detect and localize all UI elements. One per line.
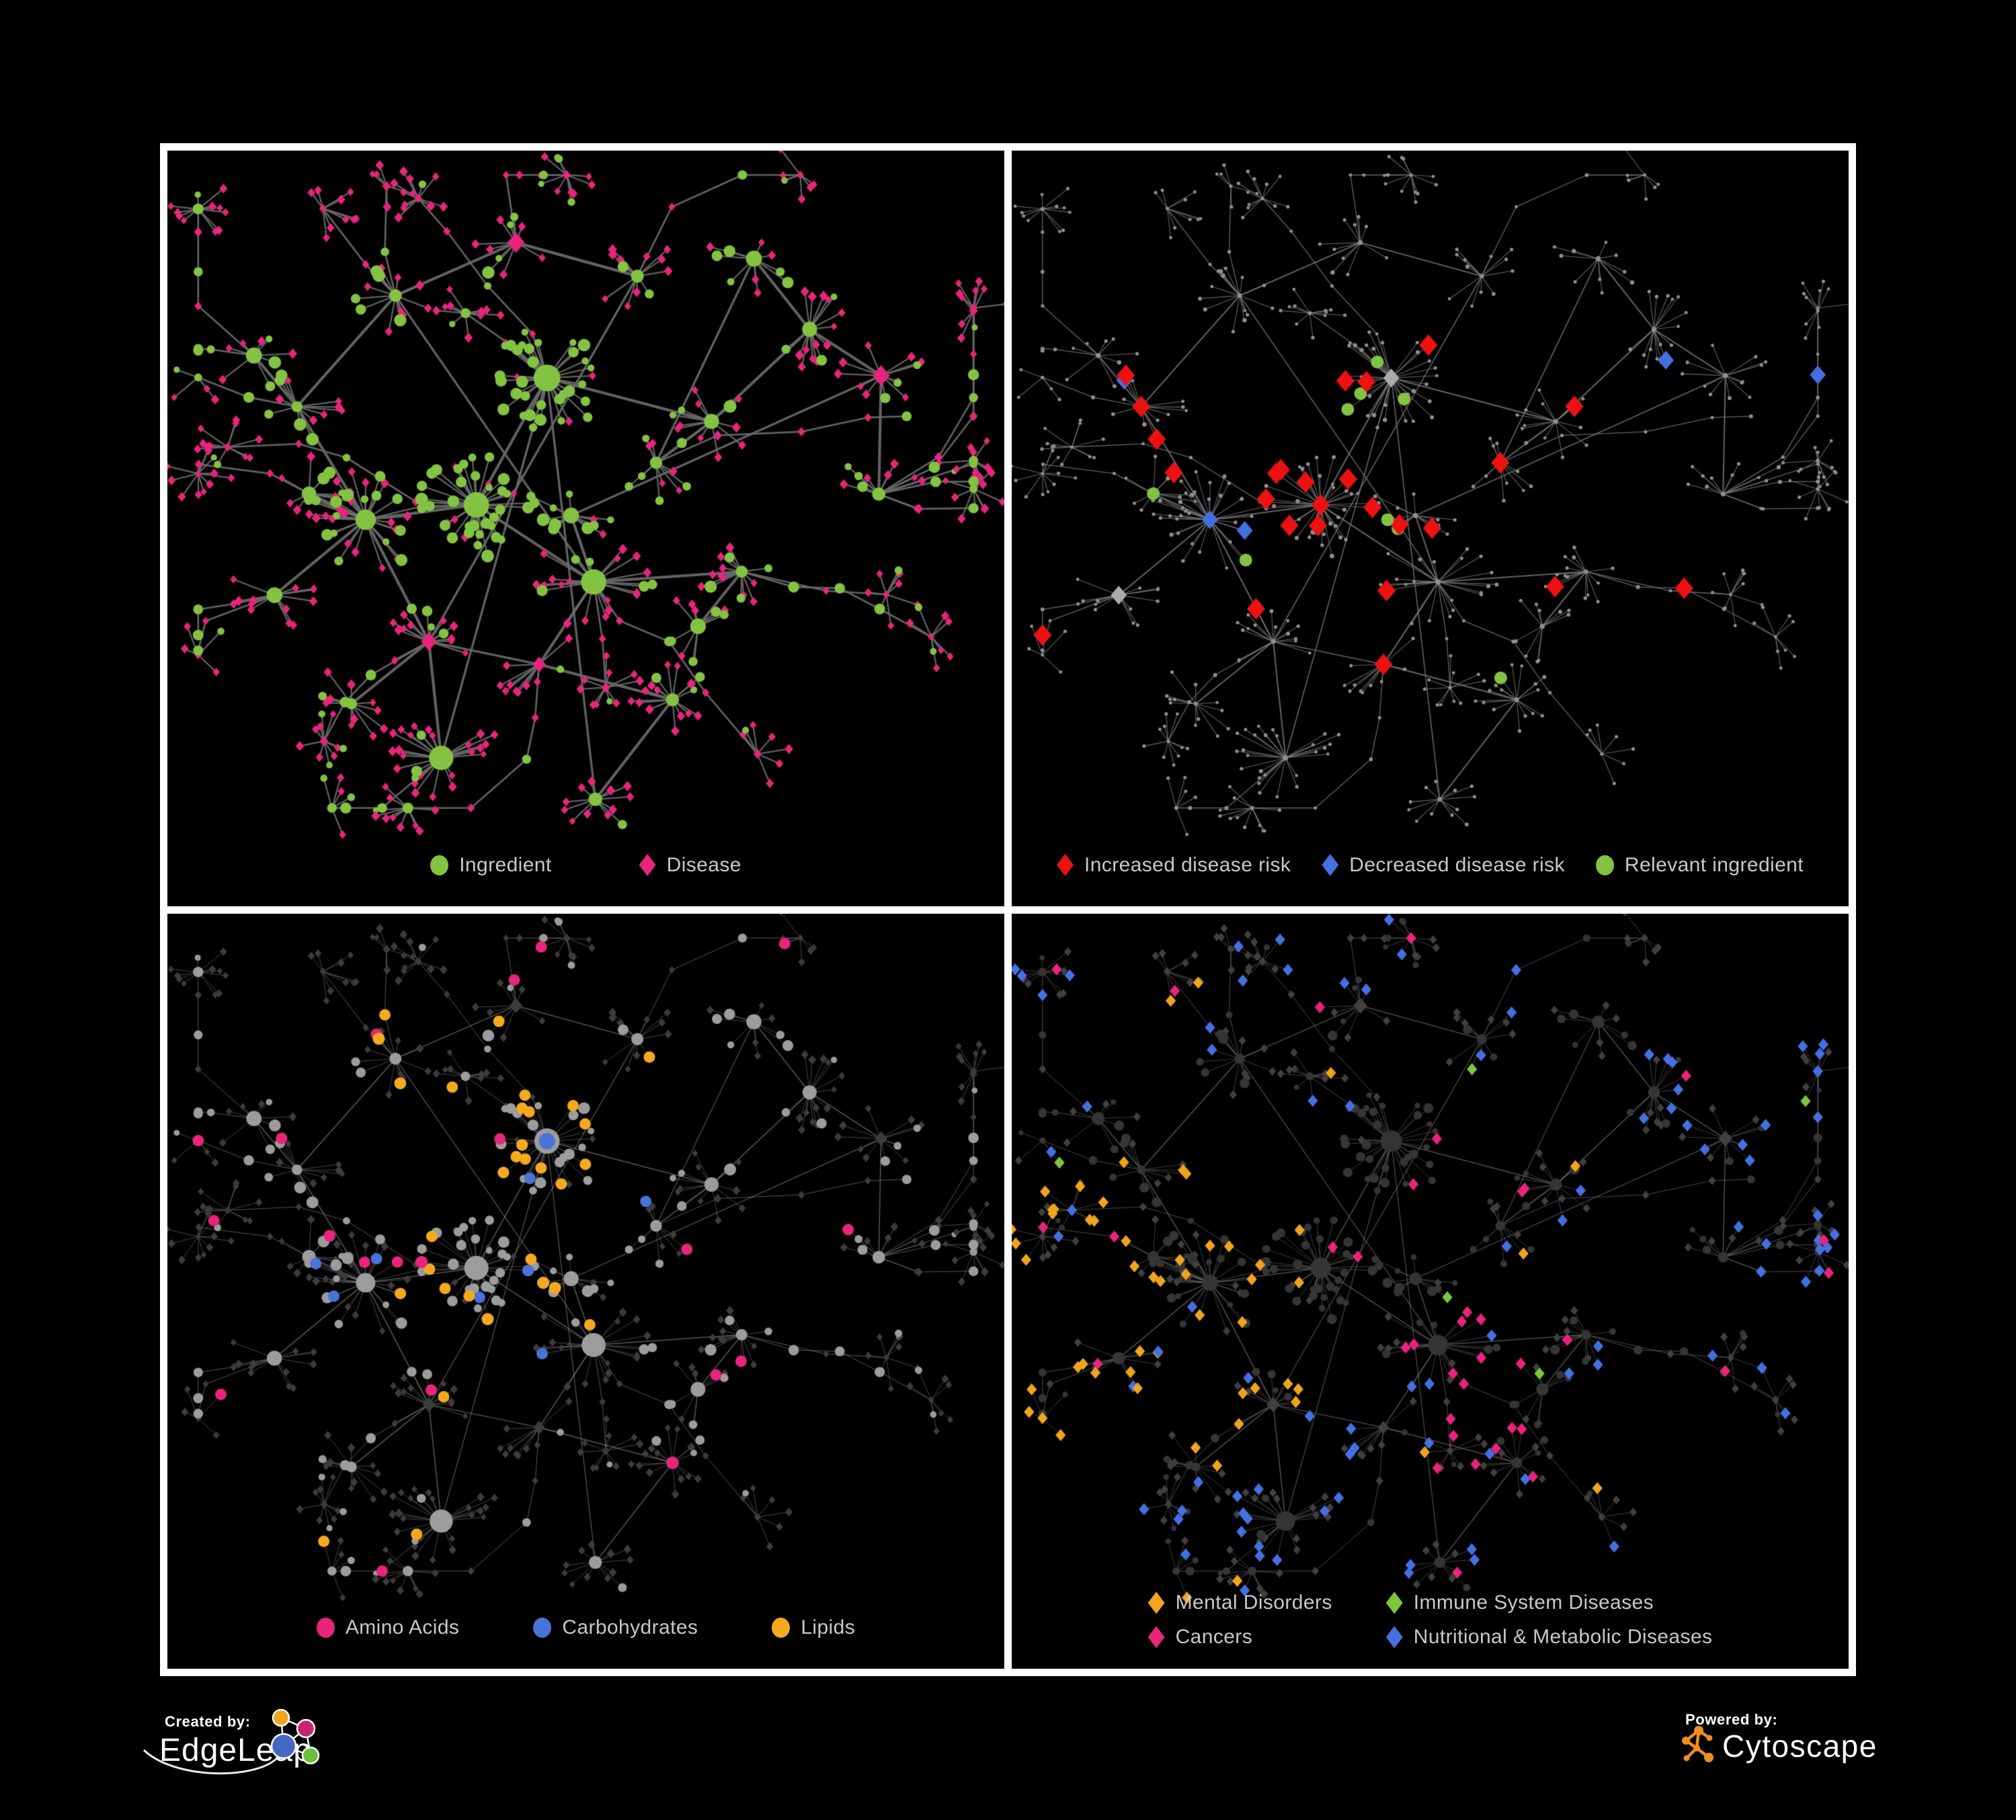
network-graph-ingredient-disease	[167, 151, 1004, 906]
mental-disorders-swatch-icon	[1147, 1591, 1165, 1614]
legend-label: Relevant ingredient	[1624, 853, 1804, 876]
ingredient-swatch-icon	[430, 855, 449, 875]
legend-item: Relevant ingredient	[1595, 853, 1804, 877]
relevant-ingredient-swatch-icon	[1595, 855, 1614, 875]
cytoscape-logo-icon	[1682, 1726, 1713, 1762]
cancers-swatch-icon	[1147, 1626, 1165, 1649]
amino-acids-swatch-icon	[316, 1618, 335, 1638]
legend-item: Ingredient	[430, 854, 551, 877]
legend-label: Decreased disease risk	[1349, 853, 1565, 876]
panel-nutrient-classes: Amino Acids Carbohydrates Lipids	[167, 913, 1004, 1669]
lipids-swatch-icon	[772, 1618, 791, 1638]
legend-label: Cancers	[1175, 1626, 1253, 1648]
legend-item: Carbohydrates	[533, 1616, 698, 1639]
figure-grid: Ingredient Disease Increased disease ris…	[160, 143, 1856, 1676]
legend-item: Amino Acids	[316, 1616, 460, 1639]
legend-item: Mental Disorders	[1147, 1591, 1332, 1614]
legend-disease-risk: Increased disease risk Decreased disease…	[1012, 854, 1849, 877]
increased-risk-swatch-icon	[1057, 854, 1074, 876]
panel-disease-classes: Mental Disorders Immune System Diseases …	[1012, 913, 1849, 1669]
cytoscape-brand-text: Cytoscape	[1722, 1729, 1878, 1764]
legend-item: Disease	[639, 854, 741, 877]
immune-diseases-swatch-icon	[1385, 1591, 1403, 1614]
disease-swatch-icon	[639, 854, 656, 876]
panel-disease-risk: Increased disease risk Decreased disease…	[1012, 151, 1849, 906]
carbohydrates-swatch-icon	[533, 1618, 552, 1638]
legend-label: Nutritional & Metabolic Diseases	[1413, 1626, 1713, 1648]
legend-ingredient-disease: Ingredient Disease	[167, 854, 1004, 877]
legend-label: Ingredient	[459, 853, 552, 876]
legend-disease-classes: Mental Disorders Immune System Diseases …	[1012, 1591, 1849, 1649]
legend-item: Increased disease risk	[1057, 854, 1291, 877]
legend-nutrient-classes: Amino Acids Carbohydrates Lipids	[167, 1616, 1004, 1639]
legend-item: Decreased disease risk	[1322, 854, 1565, 877]
legend-item: Cancers	[1147, 1626, 1332, 1649]
powered-by-label: Powered by:	[1685, 1711, 1778, 1728]
nutritional-diseases-swatch-icon	[1385, 1626, 1403, 1649]
panel-ingredient-disease: Ingredient Disease	[167, 151, 1004, 906]
legend-item: Lipids	[772, 1616, 855, 1639]
legend-label: Disease	[666, 853, 741, 876]
legend-item: Immune System Diseases	[1385, 1591, 1713, 1614]
edgeleap-logo-icon	[143, 1708, 320, 1775]
legend-label: Amino Acids	[345, 1616, 460, 1638]
network-graph-disease-risk	[1012, 151, 1849, 906]
network-graph-disease-classes	[1012, 913, 1849, 1669]
legend-label: Lipids	[801, 1616, 856, 1638]
decreased-risk-swatch-icon	[1322, 854, 1339, 876]
legend-label: Increased disease risk	[1084, 853, 1291, 876]
legend-item: Nutritional & Metabolic Diseases	[1385, 1626, 1713, 1649]
network-graph-nutrient-classes	[167, 913, 1004, 1669]
created-by-label: Created by:	[165, 1713, 251, 1730]
legend-label: Carbohydrates	[562, 1616, 698, 1638]
legend-label: Immune System Diseases	[1413, 1591, 1654, 1614]
legend-label: Mental Disorders	[1175, 1591, 1332, 1614]
